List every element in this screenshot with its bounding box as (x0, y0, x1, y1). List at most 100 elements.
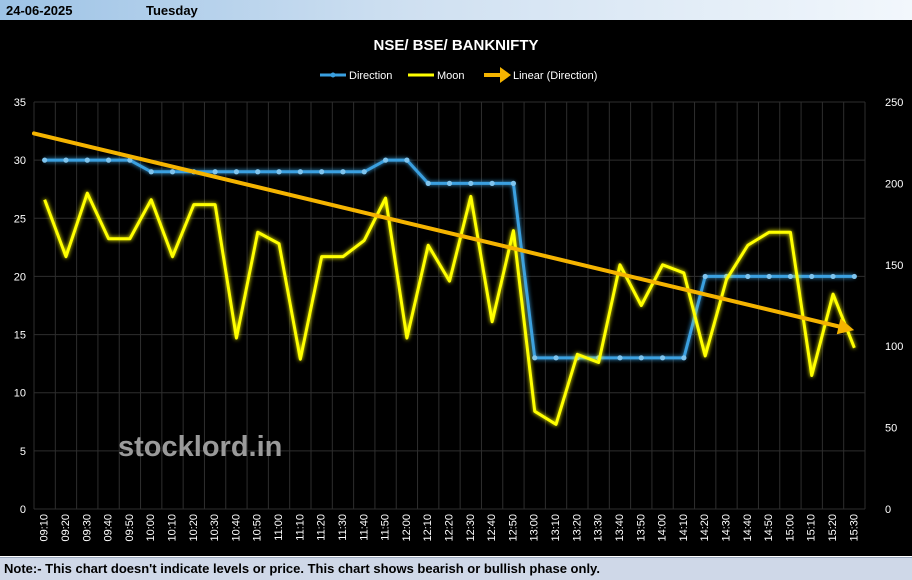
x-axis-tick-label: 10:20 (188, 514, 200, 542)
x-axis-tick-label: 11:50 (380, 514, 392, 541)
data-point-direction (830, 273, 836, 280)
x-axis-tick-label: 10:00 (145, 514, 157, 542)
x-axis-tick-label: 14:10 (678, 514, 690, 542)
x-axis-tick-label: 13:10 (550, 514, 562, 542)
chart-series (32, 131, 857, 426)
data-point-direction (425, 180, 431, 186)
x-axis-tick-label: 13:30 (593, 514, 605, 542)
x-axis-tick-label: 10:50 (252, 514, 264, 542)
data-point-direction (532, 355, 538, 361)
data-point-direction (468, 180, 474, 186)
x-axis-tick-label: 14:30 (721, 514, 733, 542)
data-point-direction (84, 157, 90, 163)
data-point-direction (63, 157, 69, 163)
data-point-direction (297, 169, 303, 175)
x-axis-tick-label: 11:30 (337, 514, 349, 541)
x-axis-tick-label: 10:30 (209, 514, 221, 542)
x-axis-tick-label: 09:50 (124, 514, 136, 542)
legend-label-linear-direction: Linear (Direction) (513, 70, 597, 82)
chart-area: NSE/ BSE/ BANKNIFTY Direction Moon Linea… (0, 20, 912, 556)
data-point-direction (745, 273, 751, 280)
x-axis-tick-label: 11:00 (273, 514, 285, 541)
x-axis-tick-label: 15:30 (848, 514, 860, 542)
x-axis-tick-label: 14:20 (699, 514, 711, 542)
legend-item-linear-direction: Linear (Direction) (484, 67, 597, 83)
right-axis-tick-label: 100 (885, 341, 903, 353)
header-bar: 24-06-2025 Tuesday (0, 0, 912, 20)
data-point-direction (212, 169, 218, 175)
data-point-direction (702, 273, 708, 280)
data-point-direction (787, 273, 794, 280)
x-axis-tick-label: 15:20 (827, 514, 839, 542)
x-axis-tick-label: 12:50 (507, 514, 519, 542)
legend-item-direction: Direction (320, 70, 392, 82)
series-line-moon (43, 191, 856, 426)
trendline-linear-direction (32, 131, 851, 331)
legend-label-moon: Moon (437, 70, 465, 82)
watermark: stocklord.in (118, 431, 282, 463)
x-axis-tick-label: 15:00 (784, 514, 796, 542)
x-axis-tick-label: 10:40 (230, 514, 242, 542)
x-axis-tick-label: 11:20 (316, 514, 328, 541)
series-line-direction (44, 158, 855, 360)
left-axis-tick-label: 35 (14, 97, 26, 109)
chart-legend: Direction Moon Linear (Direction) (320, 67, 597, 83)
footer-note: Note:- This chart doesn't indicate level… (4, 561, 600, 576)
data-point-direction (382, 157, 389, 163)
x-axis-tick-label: 09:20 (60, 514, 72, 542)
day-label: Tuesday (146, 3, 198, 18)
x-axis-tick-label: 09:30 (81, 514, 93, 542)
data-point-direction (127, 157, 133, 163)
x-axis-tick-label: 09:40 (103, 514, 115, 542)
left-axis-tick-label: 25 (14, 213, 26, 225)
data-point-direction (340, 169, 346, 175)
data-point-direction (638, 355, 644, 361)
data-point-direction (809, 273, 815, 280)
data-point-direction (319, 169, 325, 175)
data-point-direction (42, 157, 48, 163)
x-axis-tick-label: 12:40 (486, 514, 498, 542)
line-chart: NSE/ BSE/ BANKNIFTY Direction Moon Linea… (14, 37, 904, 542)
data-point-direction (510, 180, 517, 186)
data-point-direction (255, 169, 261, 175)
legend-item-moon: Moon (408, 70, 465, 82)
x-axis-tick-label: 14:00 (657, 514, 669, 542)
data-point-direction (148, 169, 154, 175)
right-axis-tick-label: 150 (885, 260, 903, 272)
data-point-direction (105, 157, 112, 163)
data-point-direction (276, 169, 282, 175)
chart-title: NSE/ BSE/ BANKNIFTY (373, 37, 538, 54)
x-axis-tick-label: 11:10 (294, 514, 306, 541)
right-axis-tick-label: 0 (885, 504, 891, 516)
data-point-direction (361, 169, 367, 175)
chart-axes: 0 5 10 15 20 25 30 35 0 50 100 150 200 250 09:10 09:20 0… (14, 97, 904, 542)
left-axis-tick-label: 10 (14, 388, 26, 400)
legend-label-direction: Direction (349, 70, 392, 82)
x-axis-tick-label: 15:10 (806, 514, 818, 542)
left-axis-tick-label: 15 (14, 330, 26, 342)
left-axis-tick-label: 5 (20, 446, 26, 458)
x-axis-tick-label: 13:20 (571, 514, 583, 542)
x-axis-tick-label: 13:50 (635, 514, 647, 542)
data-point-direction (851, 273, 857, 280)
data-point-direction (681, 355, 687, 361)
chart-grid (33, 101, 866, 510)
x-axis-tick-label: 13:00 (529, 514, 541, 542)
trendline-arrowhead (836, 318, 855, 335)
right-axis-tick-label: 250 (885, 97, 903, 109)
right-axis-tick-label: 200 (885, 178, 903, 190)
left-axis-tick-label: 0 (20, 504, 26, 516)
footer-note-bar: Note:- This chart doesn't indicate level… (0, 557, 912, 580)
date-label: 24-06-2025 (6, 3, 73, 18)
x-axis-tick-label: 12:20 (444, 514, 456, 542)
x-axis-tick-label: 12:00 (401, 514, 413, 542)
right-axis-tick-label: 50 (885, 423, 897, 435)
x-axis-tick-label: 09:10 (39, 514, 51, 542)
left-axis-tick-label: 20 (14, 271, 26, 283)
data-point-direction (617, 355, 623, 361)
x-axis-tick-label: 10:10 (167, 514, 179, 542)
x-axis-tick-label: 11:40 (358, 514, 370, 541)
data-point-direction (766, 273, 772, 280)
data-point-direction (659, 355, 666, 361)
